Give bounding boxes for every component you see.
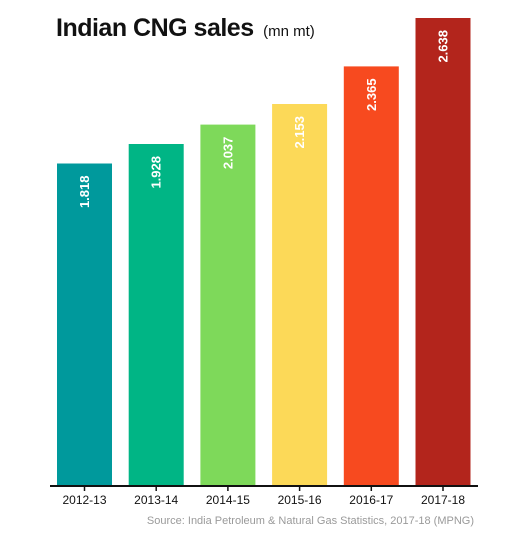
chart-title: Indian CNG sales (56, 14, 254, 42)
x-ticks-group (83, 486, 444, 491)
x-tick-label-2017-18: 2017-18 (421, 493, 465, 507)
x-tick-label-2016-17: 2016-17 (349, 493, 393, 507)
value-label-2015-16: 2.153 (292, 116, 307, 149)
bars-group (57, 18, 471, 487)
bar-2014-15 (200, 124, 256, 486)
value-label-2012-13: 1.818 (77, 176, 92, 209)
bar-2015-16 (272, 104, 328, 486)
chart-title-block: Indian CNG sales (mn mt) (56, 14, 315, 43)
value-label-2014-15: 2.037 (220, 137, 235, 170)
bar-2016-17 (343, 66, 399, 487)
bar-2012-13 (57, 163, 112, 486)
x-tick-label-2015-16: 2015-16 (278, 493, 322, 507)
bar-2017-18 (415, 18, 471, 486)
x-tick-label-2012-13: 2012-13 (62, 493, 106, 507)
category-labels-group: 2012-13 2013-14 2014-15 2015-16 2016-17 2017-… (62, 493, 465, 507)
value-labels-group: 1.818 1.928 2.037 2.153 2.365 2.638 (77, 30, 451, 208)
x-tick-label-2014-15: 2014-15 (206, 493, 250, 507)
source-note: Source: India Petroleum & Natural Gas St… (146, 515, 474, 527)
value-label-2017-18: 2.638 (436, 30, 451, 63)
bar-2013-14 (128, 144, 184, 486)
value-label-2013-14: 1.928 (149, 156, 164, 189)
chart-unit: (mn mt) (263, 23, 315, 40)
x-tick-label-2013-14: 2013-14 (134, 493, 178, 507)
value-label-2016-17: 2.365 (364, 78, 379, 111)
